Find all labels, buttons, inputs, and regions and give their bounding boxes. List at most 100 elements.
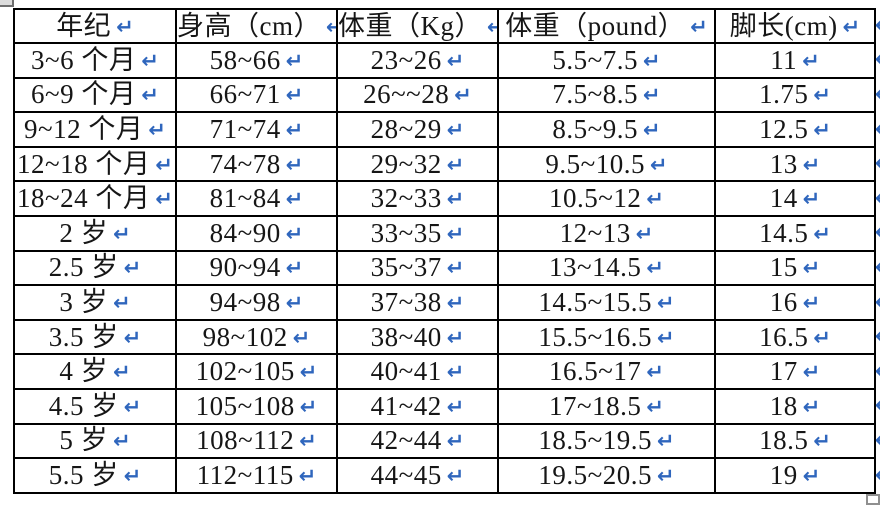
header-cell-foot-length-cm[interactable]: 脚长(cm) ↵ [714, 8, 876, 44]
header-label: 身高（cm） [177, 10, 321, 41]
cell-weight-pound[interactable]: 17~18.5 ↵ [497, 387, 716, 425]
paragraph-return-icon: ↵ [155, 152, 173, 177]
cell-age[interactable]: 4.5 岁 ↵ [13, 387, 177, 425]
paragraph-return-icon: ↵ [646, 360, 664, 385]
paragraph-return-icon: ↵ [690, 14, 708, 39]
cell-weight-kg[interactable]: 37~38 ↵ [336, 284, 499, 321]
cell-weight-kg[interactable]: 28~29 ↵ [336, 111, 499, 148]
cell-weight-pound[interactable]: 12~13 ↵ [497, 214, 716, 252]
cell-value: 3~6 个月 [31, 44, 137, 75]
cell-age[interactable]: 6~9 个月 ↵ [13, 76, 177, 114]
cell-value: 13 [769, 148, 798, 179]
cell-height-cm[interactable]: 66~71 ↵ [175, 76, 338, 114]
cell-height-cm[interactable]: 71~74 ↵ [175, 111, 338, 148]
cell-value: 5.5~7.5 [552, 44, 638, 75]
cell-weight-pound[interactable]: 5.5~7.5 ↵ [497, 42, 716, 79]
cell-weight-pound[interactable]: 19.5~20.5 ↵ [497, 457, 716, 494]
cell-weight-kg[interactable]: 40~41 ↵ [336, 353, 499, 390]
cell-weight-kg[interactable]: 23~26 ↵ [336, 42, 499, 79]
cell-weight-pound[interactable]: 15.5~16.5 ↵ [497, 318, 716, 356]
cell-height-cm[interactable]: 84~90 ↵ [175, 214, 338, 252]
cell-height-cm[interactable]: 108~112 ↵ [175, 422, 338, 460]
cell-age[interactable]: 3~6 个月 ↵ [13, 42, 177, 79]
cell-value: 35~37 [370, 252, 442, 283]
cell-weight-kg[interactable]: 32~33 ↵ [336, 180, 499, 217]
cell-age[interactable]: 5.5 岁 ↵ [13, 457, 177, 494]
cell-weight-pound[interactable]: 14.5~15.5 ↵ [497, 284, 716, 321]
table-body: 3~6 个月 ↵ 58~66 ↵ 23~26 ↵ 5.5~7.5 ↵ 11 ↵ 6~9 个月 ↵ 66~… [13, 42, 876, 494]
cell-weight-pound[interactable]: 10.5~12 ↵ [497, 180, 716, 217]
row-end-mark-icon: ↵ [875, 429, 880, 451]
cell-weight-pound[interactable]: 7.5~8.5 ↵ [497, 76, 716, 114]
header-cell-weight-kg[interactable]: 体重（Kg）↵ [336, 8, 499, 44]
header-cell-height-cm[interactable]: 身高（cm）↵ [175, 8, 338, 44]
cell-foot-length-cm[interactable]: 12.5 ↵ [714, 111, 876, 148]
paragraph-return-icon: ↵ [643, 48, 661, 73]
row-end-mark-icon: ↵ [875, 187, 880, 209]
table-move-handle[interactable] [0, 0, 14, 7]
cell-age[interactable]: 12~18 个月 ↵ [13, 145, 177, 183]
cell-age[interactable]: 2 岁 ↵ [13, 214, 177, 252]
cell-weight-kg[interactable]: 44~45 ↵ [336, 457, 499, 494]
cell-foot-length-cm[interactable]: 15 ↵ [714, 249, 876, 287]
header-label: 脚长(cm) [729, 10, 838, 41]
cell-weight-kg[interactable]: 38~40 ↵ [336, 318, 499, 356]
header-cell-weight-pound[interactable]: 体重（pound） ↵ [497, 8, 716, 44]
paragraph-return-icon: ↵ [446, 256, 465, 281]
paragraph-return-icon: ↵ [123, 463, 142, 488]
cell-value: 14 [769, 183, 798, 214]
cell-height-cm[interactable]: 58~66 ↵ [175, 42, 338, 79]
cell-foot-length-cm[interactable]: 11 ↵ [714, 42, 876, 79]
cell-age[interactable]: 3 岁 ↵ [13, 284, 177, 321]
cell-foot-length-cm[interactable]: 18.5 ↵ [714, 422, 876, 460]
cell-foot-length-cm[interactable]: 13 ↵ [714, 145, 876, 183]
cell-weight-pound[interactable]: 9.5~10.5 ↵ [497, 145, 716, 183]
cell-weight-pound[interactable]: 8.5~9.5 ↵ [497, 111, 716, 148]
cell-weight-pound[interactable]: 16.5~17 ↵ [497, 353, 716, 390]
cell-weight-kg[interactable]: 29~32 ↵ [336, 145, 499, 183]
cell-age[interactable]: 5 岁 ↵ [13, 422, 177, 460]
cell-height-cm[interactable]: 112~115 ↵ [175, 457, 338, 494]
cell-height-cm[interactable]: 94~98 ↵ [175, 284, 338, 321]
cell-height-cm[interactable]: 98~102 ↵ [175, 318, 338, 356]
cell-weight-kg[interactable]: 42~44 ↵ [336, 422, 499, 460]
cell-height-cm[interactable]: 81~84 ↵ [175, 180, 338, 217]
cell-weight-kg[interactable]: 26~~28 ↵ [336, 76, 499, 114]
paragraph-return-icon: ↵ [650, 152, 668, 177]
cell-value: 84~90 [209, 217, 281, 248]
cell-foot-length-cm[interactable]: 19 ↵ [714, 457, 876, 494]
paragraph-return-icon: ↵ [643, 83, 661, 108]
paragraph-return-icon: ↵ [802, 463, 821, 488]
cell-foot-length-cm[interactable]: 16 ↵ [714, 284, 876, 321]
cell-height-cm[interactable]: 105~108 ↵ [175, 387, 338, 425]
paragraph-return-icon: ↵ [842, 14, 861, 39]
cell-weight-kg[interactable]: 35~37 ↵ [336, 249, 499, 287]
paragraph-return-icon: ↵ [299, 429, 317, 454]
cell-value: 81~84 [209, 183, 281, 214]
header-cell-age[interactable]: 年纪 ↵ [13, 8, 177, 44]
cell-value: 14.5 [759, 217, 809, 248]
cell-age[interactable]: 4 岁 ↵ [13, 353, 177, 390]
cell-value: 28~29 [370, 113, 442, 144]
cell-foot-length-cm[interactable]: 18 ↵ [714, 387, 876, 425]
cell-weight-pound[interactable]: 18.5~19.5 ↵ [497, 422, 716, 460]
cell-weight-kg[interactable]: 41~42 ↵ [336, 387, 499, 425]
paragraph-return-icon: ↵ [657, 429, 675, 454]
cell-age[interactable]: 9~12 个月 ↵ [13, 111, 177, 148]
cell-value: 18~24 个月 [17, 183, 151, 214]
cell-height-cm[interactable]: 74~78 ↵ [175, 145, 338, 183]
cell-foot-length-cm[interactable]: 1.75 ↵ [714, 76, 876, 114]
cell-foot-length-cm[interactable]: 16.5 ↵ [714, 318, 876, 356]
cell-age[interactable]: 18~24 个月 ↵ [13, 180, 177, 217]
cell-height-cm[interactable]: 102~105 ↵ [175, 353, 338, 390]
cell-age[interactable]: 3.5 岁 ↵ [13, 318, 177, 356]
cell-weight-pound[interactable]: 13~14.5 ↵ [497, 249, 716, 287]
cell-foot-length-cm[interactable]: 14 ↵ [714, 180, 876, 217]
cell-height-cm[interactable]: 90~94 ↵ [175, 249, 338, 287]
paragraph-return-icon: ↵ [813, 221, 831, 246]
cell-foot-length-cm[interactable]: 14.5 ↵ [714, 214, 876, 252]
cell-weight-kg[interactable]: 33~35 ↵ [336, 214, 499, 252]
cell-age[interactable]: 2.5 岁 ↵ [13, 249, 177, 287]
cell-foot-length-cm[interactable]: 17 ↵ [714, 353, 876, 390]
